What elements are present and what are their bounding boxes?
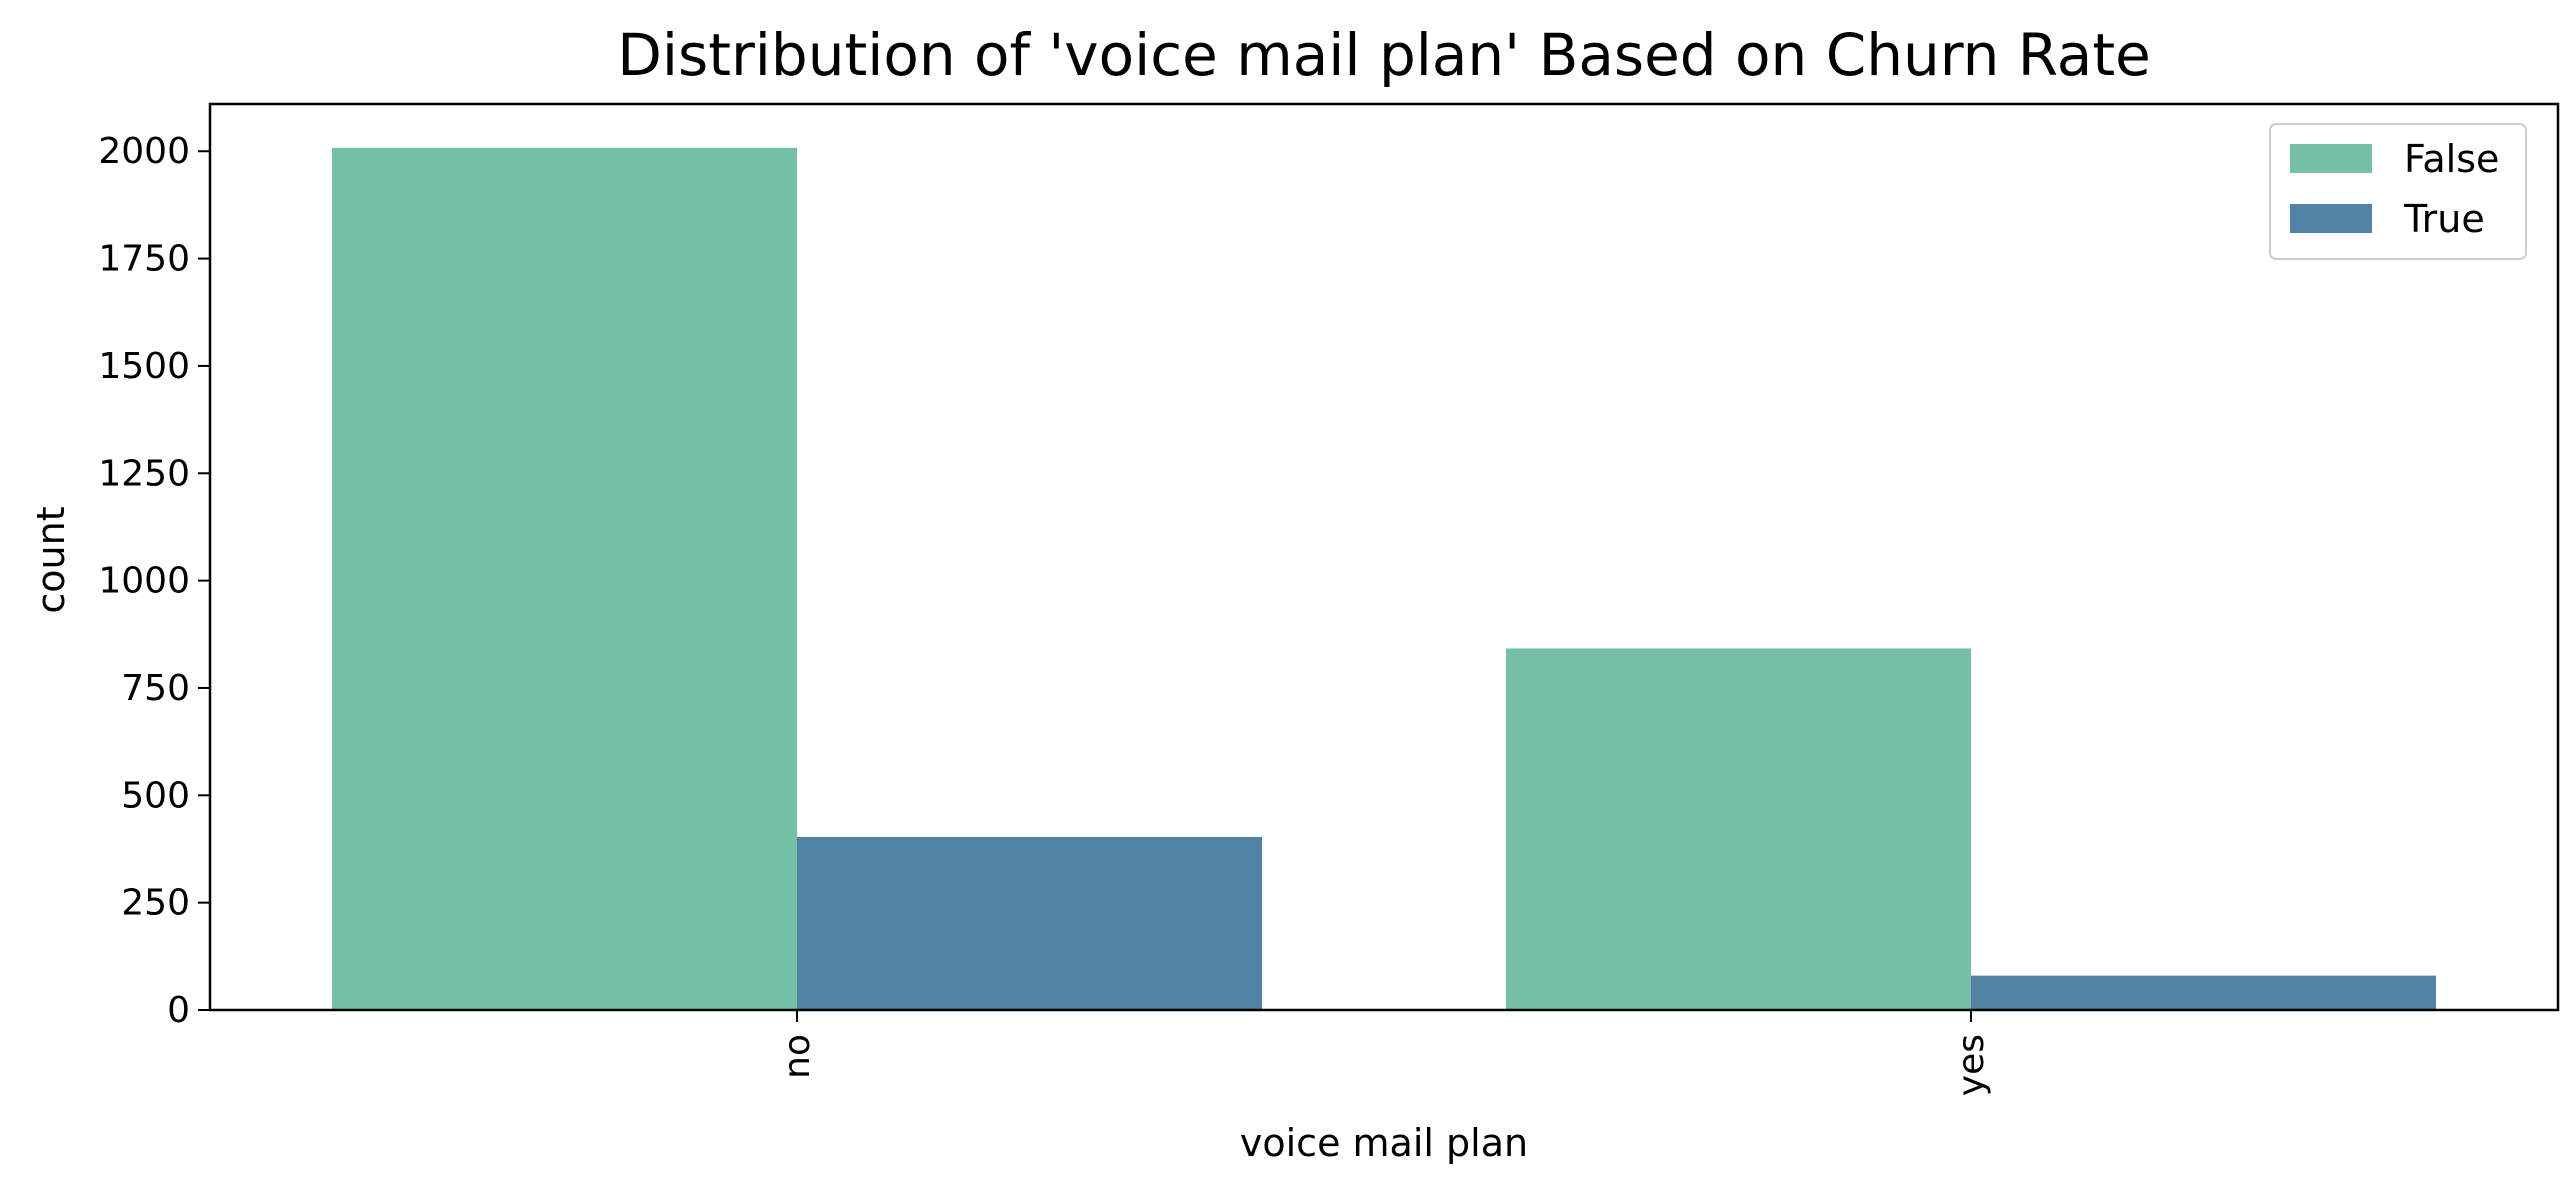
y-tick-label: 0 (167, 990, 190, 1031)
y-tick-label: 1750 (98, 239, 190, 280)
chart-title: Distribution of 'voice mail plan' Based … (617, 21, 2151, 89)
y-tick-label: 250 (121, 883, 190, 924)
x-tick-label-no: no (777, 1034, 818, 1079)
y-axis-label: count (29, 506, 73, 613)
y-tick-label: 2000 (98, 131, 190, 172)
y-tick-label: 750 (121, 668, 190, 709)
legend-swatch-true (2290, 204, 2372, 233)
y-tick-label: 1000 (98, 561, 190, 602)
x-axis: no yes (777, 1010, 1992, 1096)
bar-no-false (332, 147, 797, 1011)
y-tick-label: 1250 (98, 453, 190, 494)
bar-yes-false (1506, 648, 1971, 1010)
y-axis: 0 250 500 750 1000 1250 1500 1750 2000 (98, 131, 210, 1031)
legend-swatch-false (2290, 144, 2372, 173)
legend: False True (2269, 123, 2527, 260)
x-tick-label-yes: yes (1951, 1034, 1992, 1096)
bars-group (332, 147, 2436, 1011)
y-tick-label: 500 (121, 775, 190, 816)
legend-label-false: False (2404, 137, 2499, 181)
bar-yes-true (1971, 975, 2436, 1010)
legend-label-true: True (2403, 197, 2485, 241)
plot-frame (208, 102, 2560, 1012)
bar-no-true (797, 836, 1262, 1010)
y-tick-label: 1500 (98, 346, 190, 387)
x-axis-label: voice mail plan (1240, 1121, 1528, 1165)
